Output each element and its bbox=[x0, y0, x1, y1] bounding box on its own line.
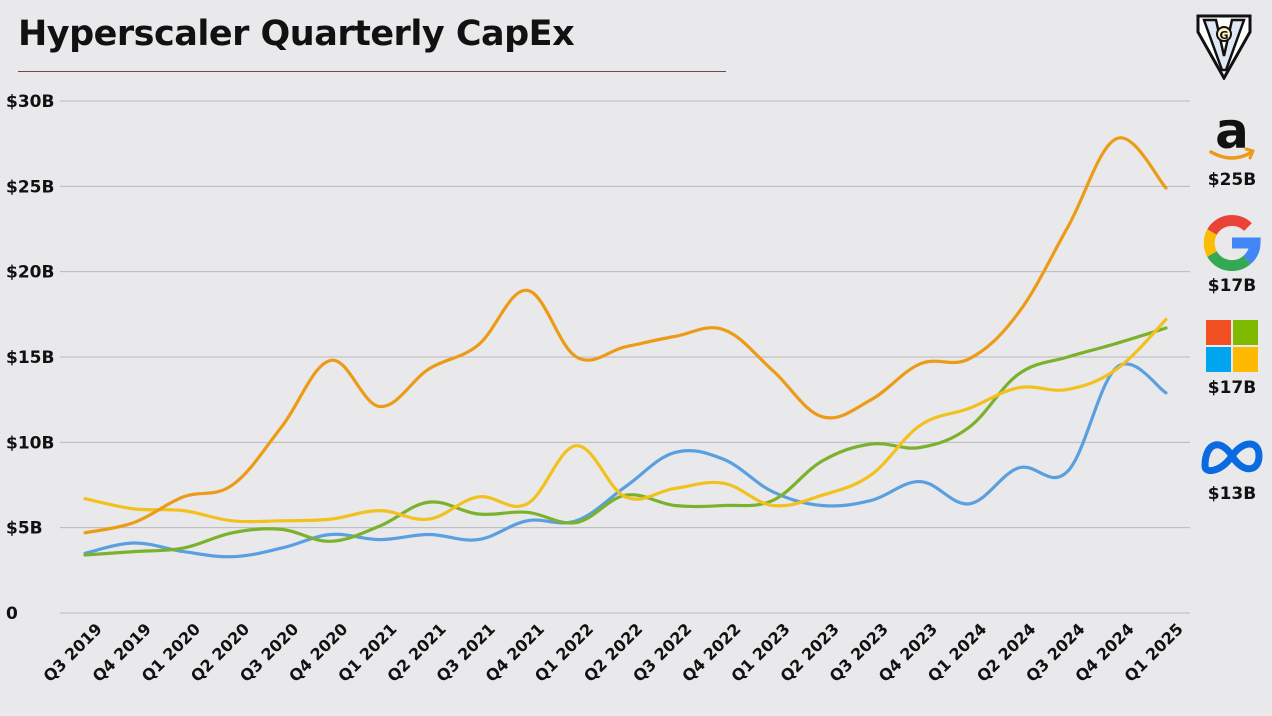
y-tick-label: $20B bbox=[6, 263, 54, 283]
chart-title: Hyperscaler Quarterly CapEx bbox=[18, 14, 575, 54]
svg-text:a: a bbox=[1215, 108, 1249, 160]
microsoft-logo-icon bbox=[1206, 320, 1258, 372]
y-axis-ticks: 0 $5B $10B $15B $20B $25B $30B bbox=[6, 92, 54, 624]
legend-item-meta: $13B bbox=[1192, 432, 1272, 504]
legend-value-amazon: $25B bbox=[1207, 170, 1257, 190]
gv-shield-logo: G bbox=[1196, 14, 1252, 80]
legend-item-microsoft: $17B bbox=[1192, 318, 1272, 398]
legend-value-google: $17B bbox=[1207, 276, 1257, 296]
series-lines bbox=[83, 136, 1168, 559]
series-line-google bbox=[83, 317, 1168, 524]
y-tick-label: 0 bbox=[6, 604, 18, 624]
meta-logo-icon bbox=[1201, 440, 1263, 475]
legend-item-google: $17B bbox=[1192, 214, 1272, 296]
y-tick-label: $30B bbox=[6, 92, 54, 112]
amazon-logo-icon: a bbox=[1209, 102, 1255, 160]
y-tick-label: $15B bbox=[6, 348, 54, 368]
series-line-meta bbox=[83, 362, 1168, 559]
legend-value-microsoft: $17B bbox=[1207, 378, 1257, 398]
google-logo-icon bbox=[1203, 215, 1261, 272]
y-tick-label: $5B bbox=[6, 519, 43, 539]
svg-text:G: G bbox=[1219, 29, 1228, 42]
series-line-amazon bbox=[83, 136, 1168, 535]
legend: a $25B $17B $17B $13B bbox=[1192, 0, 1272, 716]
y-tick-label: $10B bbox=[6, 433, 54, 453]
gridlines bbox=[60, 100, 1190, 614]
legend-value-meta: $13B bbox=[1207, 484, 1257, 504]
legend-item-amazon: a $25B bbox=[1192, 102, 1272, 190]
y-tick-label: $25B bbox=[6, 177, 54, 197]
title-underline bbox=[18, 71, 726, 72]
